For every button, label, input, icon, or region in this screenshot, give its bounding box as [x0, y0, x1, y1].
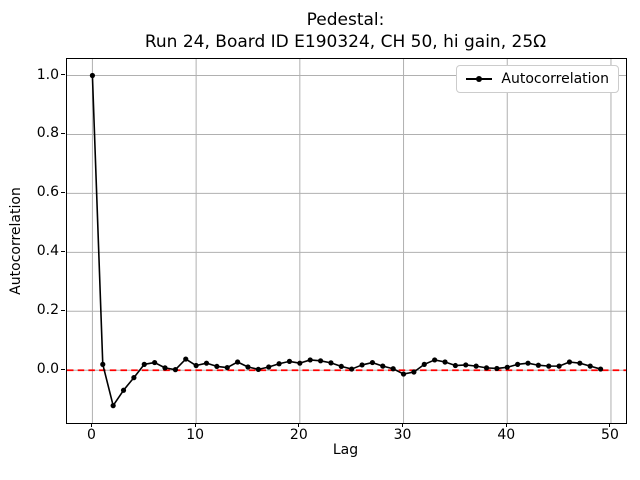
data-point-marker: [235, 359, 241, 365]
data-point-marker: [110, 403, 116, 409]
x-axis-label: Lag: [332, 442, 359, 458]
data-point-marker: [463, 362, 469, 368]
legend-line-marker-icon: [466, 73, 493, 85]
data-point-marker: [214, 363, 220, 370]
x-tick-label: 10: [186, 427, 205, 443]
y-tick-mark: [61, 309, 65, 311]
data-point-marker: [183, 356, 189, 362]
legend-label: Autocorrelation: [501, 71, 609, 87]
data-point-marker: [473, 363, 479, 369]
data-point-marker: [556, 363, 562, 369]
data-point-marker: [380, 363, 386, 369]
data-point-marker: [597, 366, 604, 372]
data-point-marker: [224, 364, 230, 371]
data-point-marker: [255, 366, 261, 372]
data-point-marker: [400, 371, 407, 377]
data-point-marker: [483, 365, 490, 371]
data-point-marker: [566, 359, 573, 365]
data-point-marker: [100, 361, 106, 367]
y-tick-label: 0.8: [36, 125, 59, 142]
data-point-marker: [587, 363, 593, 369]
data-point-marker: [421, 361, 427, 367]
data-point-marker: [442, 359, 448, 365]
data-point-marker: [317, 358, 324, 364]
data-point-marker: [276, 361, 282, 367]
y-tick-label: 0.6: [36, 184, 59, 201]
data-point-marker: [411, 369, 417, 375]
x-tick-mark: [609, 423, 611, 427]
data-point-marker: [297, 360, 303, 366]
data-point-marker: [504, 364, 510, 370]
y-axis-label: Autocorrelation: [8, 187, 24, 295]
data-point-marker: [141, 361, 147, 367]
x-tick-mark: [505, 423, 507, 427]
plot-area: Autocorrelation: [66, 58, 627, 424]
data-point-marker: [286, 358, 293, 364]
data-point-marker: [307, 357, 313, 363]
data-point-marker: [546, 363, 552, 369]
y-tick-mark: [61, 368, 65, 370]
y-tick-mark: [61, 250, 65, 252]
y-tick-mark: [61, 191, 65, 193]
x-tick-label: 50: [601, 427, 619, 443]
data-point-marker: [359, 362, 365, 368]
chart-title-line2: Run 24, Board ID E190324, CH 50, hi gain…: [144, 32, 547, 52]
data-point-marker: [452, 362, 458, 369]
plot-canvas: [67, 59, 626, 423]
data-point-marker: [390, 366, 396, 372]
x-tick-mark: [90, 423, 92, 427]
data-point-marker: [432, 357, 438, 363]
y-tick-label: 0.0: [36, 361, 59, 378]
data-point-marker: [193, 362, 199, 369]
data-point-marker: [245, 364, 251, 370]
x-tick-mark: [402, 423, 404, 427]
data-point-marker: [266, 364, 272, 370]
data-point-marker: [203, 360, 210, 366]
data-point-marker: [131, 375, 137, 381]
y-tick-mark: [61, 74, 65, 75]
x-tick-label: 0: [86, 427, 96, 443]
data-point-marker: [515, 361, 521, 367]
data-point-marker: [120, 387, 127, 393]
data-point-marker: [89, 72, 96, 79]
data-point-marker: [172, 367, 178, 373]
data-point-marker: [577, 360, 583, 366]
data-point-marker: [338, 363, 344, 370]
data-point-marker: [328, 360, 334, 366]
y-tick-label: 1.0: [36, 66, 59, 83]
data-point-marker: [525, 360, 531, 366]
legend: Autocorrelation: [456, 65, 619, 93]
y-tick-label: 0.2: [36, 302, 59, 319]
data-point-marker: [535, 362, 541, 368]
x-tick-label: 30: [393, 427, 412, 443]
x-tick-label: 20: [289, 427, 308, 443]
data-point-marker: [369, 359, 376, 366]
autocorrelation-line: [91, 75, 601, 407]
data-point-marker: [152, 359, 158, 366]
x-tick-mark: [194, 423, 196, 427]
chart-title: Pedestal: Run 24, Board ID E190324, CH 5…: [66, 9, 625, 53]
x-tick-label: 40: [497, 427, 516, 443]
y-tick-label: 0.4: [36, 243, 59, 260]
y-tick-mark: [61, 132, 65, 134]
data-point-marker: [494, 365, 500, 372]
data-point-marker: [349, 366, 355, 372]
data-point-marker: [162, 365, 168, 371]
chart-title-line1: Pedestal:: [306, 10, 385, 30]
x-tick-mark: [298, 423, 300, 427]
